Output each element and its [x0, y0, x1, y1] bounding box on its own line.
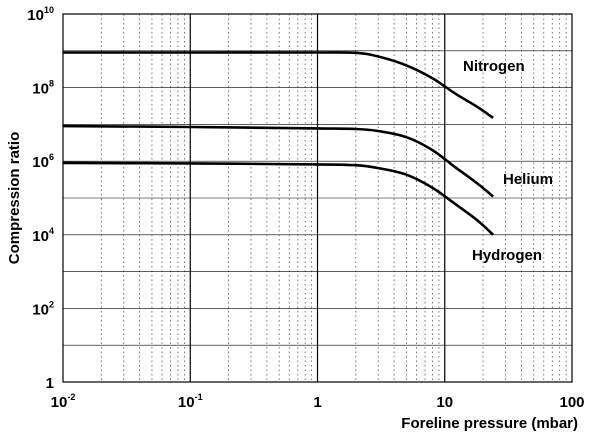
x-axis-title: Foreline pressure (mbar) — [401, 415, 578, 432]
y-tick-labels: 1 102 104 106 108 1010 — [27, 5, 54, 392]
x-tick-label: 10-1 — [178, 392, 203, 411]
x-tick-label: 10 — [436, 394, 453, 411]
y-tick-label: 102 — [32, 299, 54, 318]
y-tick-label: 1010 — [27, 5, 54, 24]
x-tick-label: 10-2 — [51, 392, 76, 411]
series-line-helium — [62, 124, 494, 198]
grid-major — [63, 14, 572, 382]
y-tick-label: 106 — [32, 152, 54, 171]
series-lines — [62, 51, 494, 236]
y-tick-label: 1 — [46, 375, 54, 392]
y-tick-label: 108 — [32, 79, 54, 98]
series-line-hydrogen — [62, 161, 494, 236]
series-label-nitrogen: Nitrogen — [463, 58, 525, 75]
y-axis-title: Compression ratio — [6, 132, 23, 265]
x-tick-label: 1 — [313, 394, 321, 411]
y-tick-label: 104 — [32, 226, 54, 245]
series-line-nitrogen — [62, 51, 494, 119]
x-tick-label: 100 — [559, 394, 584, 411]
grid-minor — [100, 14, 567, 382]
series-label-hydrogen: Hydrogen — [472, 247, 542, 264]
plot-frame — [62, 13, 573, 383]
x-tick-labels: 10-2 10-1 1 10 100 — [51, 392, 585, 411]
series-label-helium: Helium — [503, 171, 553, 188]
